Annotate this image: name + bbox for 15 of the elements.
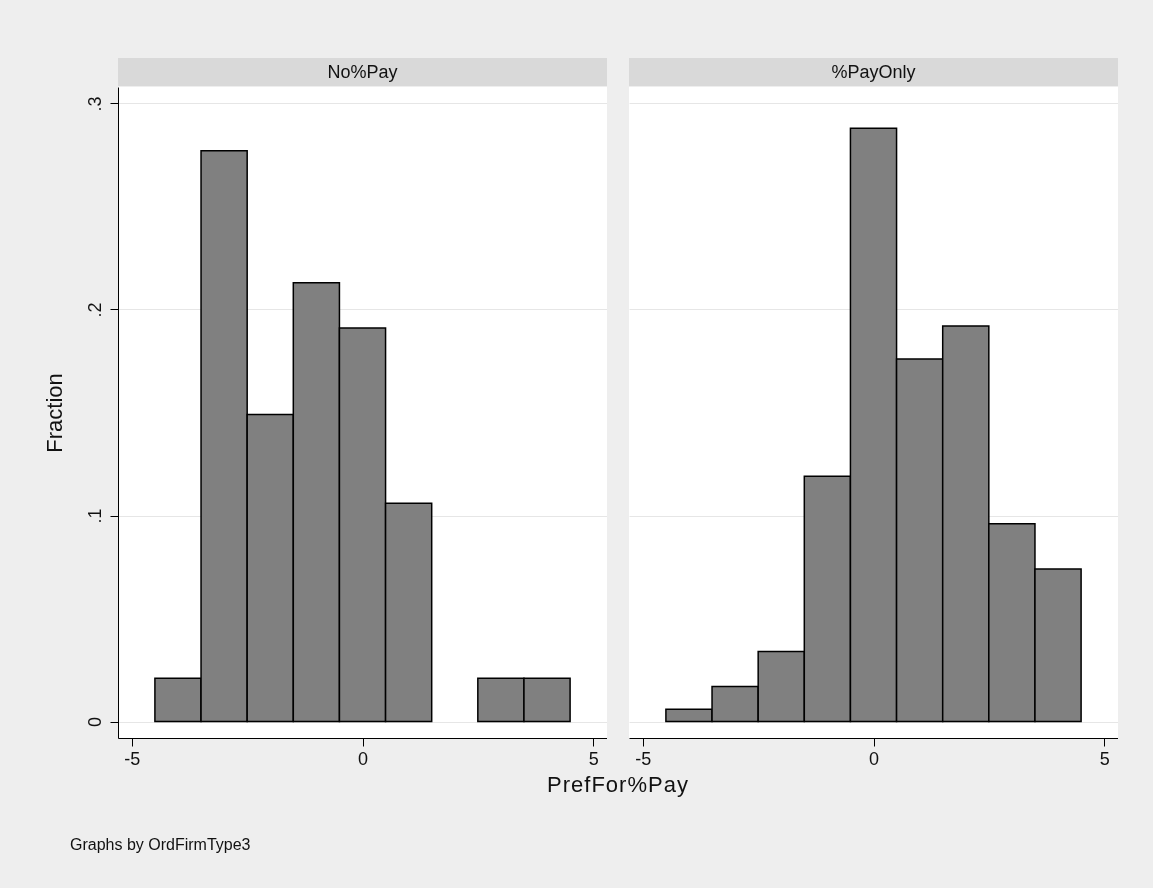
x-tick-label: -5 <box>635 748 652 769</box>
x-tick-label: 5 <box>588 748 599 769</box>
x-tick-label: 0 <box>357 748 369 769</box>
x-tick-label: 0 <box>868 748 880 769</box>
y-tick-label: .1 <box>84 508 105 524</box>
y-axis-title: Fraction <box>41 373 67 453</box>
x-tick-label: 5 <box>1099 748 1110 769</box>
y-tick-label: .3 <box>84 96 105 112</box>
y-tick-label: 0 <box>84 717 105 728</box>
chart-title: No%Pay <box>118 58 607 86</box>
y-tick-label: .2 <box>84 302 105 318</box>
chart-title: %PayOnly <box>629 58 1118 86</box>
text: Graphs by OrdFirmType3 <box>70 836 251 854</box>
x-axis-title: PrefFor%Pay <box>546 772 690 798</box>
x-tick-label: -5 <box>124 748 141 769</box>
